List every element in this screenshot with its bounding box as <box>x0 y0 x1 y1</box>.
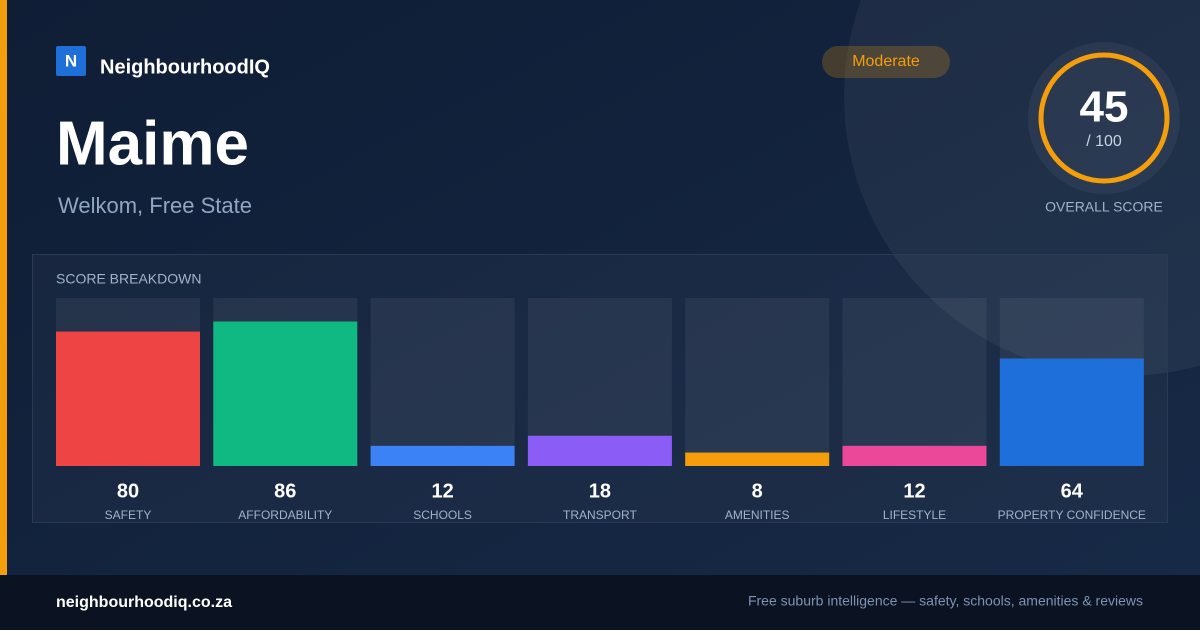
bar-value: 18 <box>589 480 611 502</box>
footer-url: neighbourhoodiq.co.za <box>56 594 232 611</box>
bar-label: SCHOOLS <box>413 508 472 522</box>
brand-name: NeighbourhoodIQ <box>100 56 270 78</box>
bar <box>527 435 672 466</box>
breakdown-panel <box>32 254 1168 523</box>
bar-value: 12 <box>431 480 453 502</box>
logo-letter: N <box>65 51 77 70</box>
breakdown-title: SCORE BREAKDOWN <box>56 271 201 287</box>
bar <box>56 331 200 466</box>
bar-label: SAFETY <box>105 508 152 522</box>
bar <box>842 445 987 466</box>
bar-label: LIFESTYLE <box>883 508 946 522</box>
footer <box>0 575 1200 630</box>
accent-stripe <box>0 0 7 575</box>
score-value: 45 <box>1080 83 1129 132</box>
badge <box>822 46 950 78</box>
score-caption: OVERALL SCORE <box>1045 199 1163 215</box>
title: Maime <box>56 109 249 178</box>
bar-label: TRANSPORT <box>563 508 637 522</box>
bar-track <box>842 298 987 466</box>
bar-value: 8 <box>752 480 763 502</box>
bar-value: 64 <box>1061 480 1084 502</box>
bar-track <box>370 298 515 466</box>
logo <box>56 46 86 76</box>
bar-label: PROPERTY CONFIDENCE <box>998 508 1146 522</box>
bar-label: AMENITIES <box>725 508 790 522</box>
bar <box>685 452 830 466</box>
ring-back <box>1028 42 1180 194</box>
bar <box>999 358 1144 466</box>
bar-value: 80 <box>117 480 139 502</box>
score-ring <box>1038 52 1170 184</box>
footer-tagline: Free suburb intelligence — safety, schoo… <box>748 593 1143 609</box>
bar-value: 12 <box>903 480 925 502</box>
badge-text: Moderate <box>852 53 920 70</box>
bar-track <box>685 298 830 466</box>
bar-value: 86 <box>274 480 296 502</box>
bar <box>213 321 358 466</box>
decor-circle <box>844 0 1200 376</box>
bar-label: AFFORDABILITY <box>238 508 332 522</box>
bar <box>370 445 515 466</box>
score-max: / 100 <box>1086 133 1122 150</box>
subtitle: Welkom, Free State <box>58 193 252 218</box>
